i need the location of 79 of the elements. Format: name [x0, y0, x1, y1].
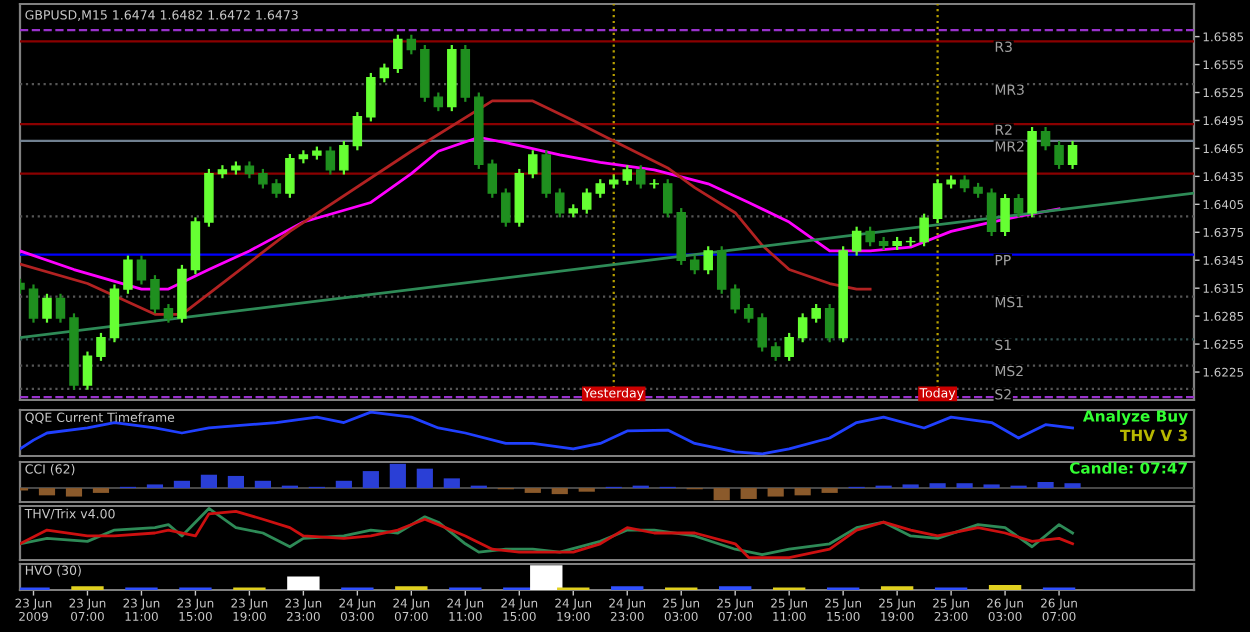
bar [929, 483, 946, 489]
candlestick [325, 145, 336, 176]
candlestick [865, 225, 875, 248]
candlestick [662, 178, 673, 219]
bar [287, 576, 320, 590]
candlestick [743, 302, 754, 324]
candlestick [797, 312, 808, 344]
bar [713, 488, 730, 501]
candlestick [393, 33, 403, 75]
bar [530, 565, 563, 590]
candlestick [339, 139, 349, 176]
bar [794, 488, 811, 496]
candlestick [190, 216, 201, 276]
candlestick [528, 149, 538, 180]
candlestick [1000, 192, 1010, 238]
candlestick [28, 283, 39, 324]
candlestick [55, 292, 66, 324]
candlestick [366, 71, 376, 123]
bar [173, 480, 191, 489]
candlestick [1067, 139, 1078, 171]
candlestick [352, 110, 363, 152]
bar [362, 471, 379, 489]
candlestick [676, 206, 686, 266]
candlestick [811, 302, 821, 324]
candlestick [150, 274, 160, 315]
candlestick [123, 254, 133, 295]
bar [227, 475, 244, 489]
candlestick [406, 33, 417, 56]
bar [65, 488, 83, 497]
candlestick [96, 331, 106, 362]
candlestick [82, 350, 93, 391]
candlestick [42, 292, 52, 324]
candlestick [582, 187, 592, 215]
candlestick [541, 149, 552, 199]
bar [335, 480, 352, 489]
bar [767, 488, 784, 497]
candlestick [595, 178, 605, 199]
bar [443, 478, 460, 489]
candlestick [460, 43, 471, 103]
bar [38, 488, 56, 496]
candlestick [285, 152, 295, 199]
candlestick [258, 167, 268, 190]
candlestick [163, 302, 174, 324]
candlestick [487, 158, 498, 199]
bar [1064, 483, 1081, 489]
candlestick [757, 312, 767, 353]
candlestick [433, 91, 444, 113]
candlestick [271, 178, 282, 199]
candlestick [851, 225, 862, 257]
bar [551, 488, 568, 495]
candlestick [622, 164, 632, 186]
candlestick [379, 62, 390, 84]
candlestick [555, 187, 565, 219]
bar [740, 488, 757, 499]
candlestick [716, 245, 727, 295]
candlestick [689, 254, 700, 276]
bar [956, 483, 973, 489]
candlestick [1054, 139, 1064, 171]
candlestick [784, 331, 794, 362]
candlestick [136, 254, 147, 286]
bar [200, 474, 218, 489]
candlestick [824, 302, 835, 344]
candlestick [1040, 125, 1051, 152]
candlestick [1013, 192, 1024, 219]
bar [416, 468, 433, 489]
candlestick [770, 341, 781, 362]
candlestick [501, 187, 511, 228]
candlestick [703, 245, 713, 276]
candlestick [932, 178, 943, 225]
candlestick [730, 283, 740, 315]
line-series [20, 135, 1061, 291]
bar [1037, 482, 1054, 489]
candlestick [635, 164, 646, 190]
bar [389, 463, 406, 489]
candlestick [986, 187, 997, 238]
candlestick [420, 43, 430, 103]
candlestick [919, 212, 929, 248]
bar [254, 480, 271, 489]
line-series [20, 99, 872, 316]
